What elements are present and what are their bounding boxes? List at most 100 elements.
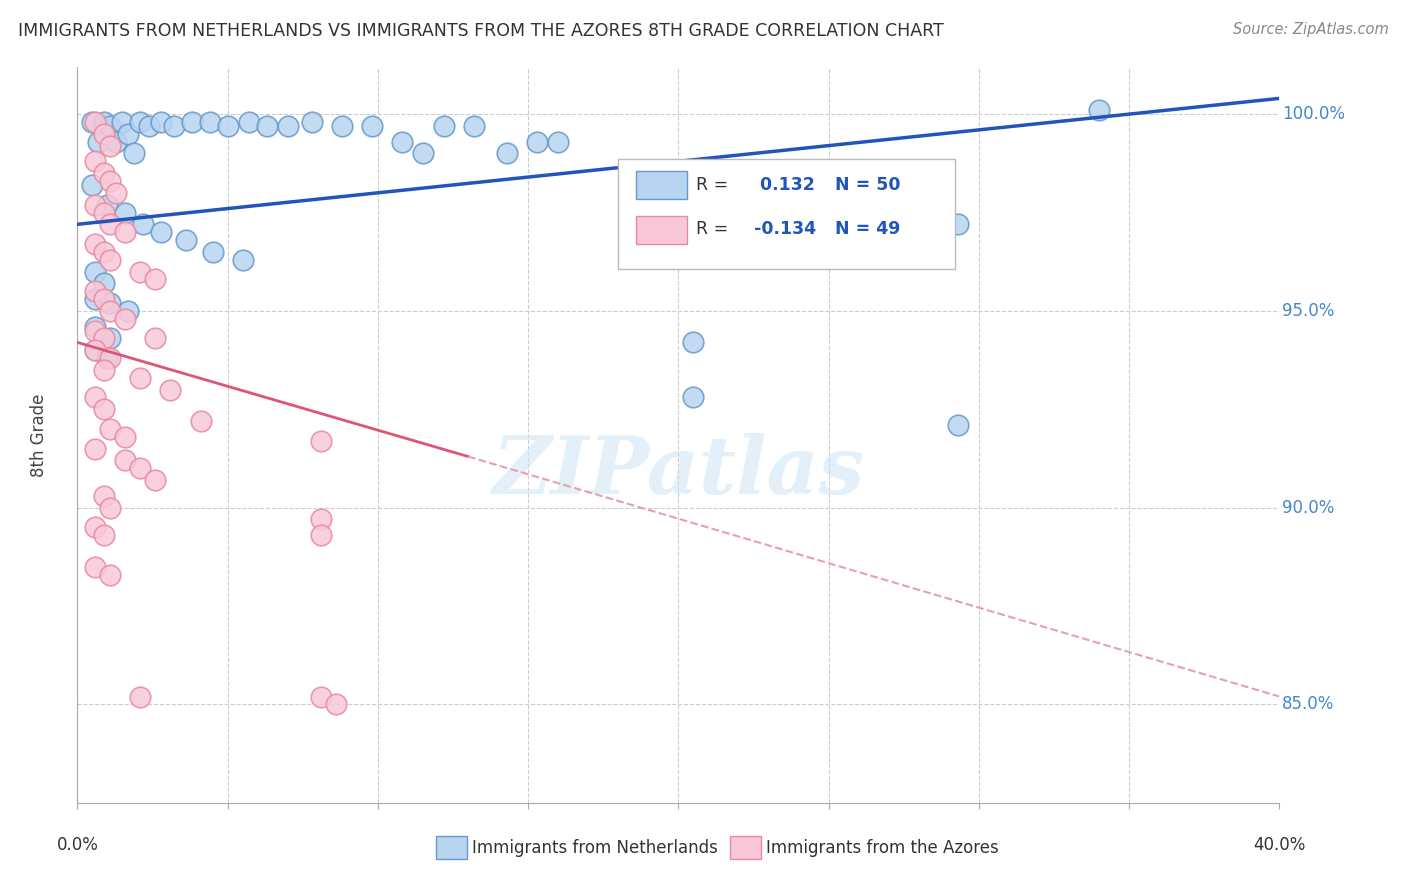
Text: 100.0%: 100.0%	[1282, 105, 1346, 123]
Text: 90.0%: 90.0%	[1282, 499, 1334, 516]
Point	[277, 119, 299, 133]
Point	[198, 115, 221, 129]
Point	[217, 119, 239, 133]
Point	[100, 331, 122, 345]
Point	[132, 217, 155, 231]
Point	[93, 115, 115, 129]
Point	[96, 351, 118, 365]
Point	[100, 217, 122, 231]
Point	[93, 331, 115, 345]
Point	[84, 292, 107, 306]
Text: Immigrants from the Azores: Immigrants from the Azores	[766, 838, 998, 856]
Text: 40.0%: 40.0%	[1253, 836, 1306, 854]
Point	[84, 520, 107, 534]
Point	[84, 324, 107, 338]
Text: -0.134: -0.134	[754, 219, 817, 238]
Point	[309, 512, 332, 526]
Point	[114, 430, 136, 444]
Point	[325, 698, 347, 712]
Point	[100, 422, 122, 436]
FancyBboxPatch shape	[436, 836, 467, 860]
Point	[150, 225, 173, 239]
Point	[100, 304, 122, 318]
Point	[114, 453, 136, 467]
Point	[129, 264, 152, 278]
Point	[391, 135, 413, 149]
Point	[412, 146, 434, 161]
Text: 95.0%: 95.0%	[1282, 301, 1334, 320]
Text: IMMIGRANTS FROM NETHERLANDS VS IMMIGRANTS FROM THE AZORES 8TH GRADE CORRELATION : IMMIGRANTS FROM NETHERLANDS VS IMMIGRANT…	[18, 22, 943, 40]
Point	[159, 383, 181, 397]
Point	[547, 135, 569, 149]
Point	[682, 335, 704, 350]
Point	[232, 252, 254, 267]
Point	[93, 402, 115, 417]
Point	[309, 690, 332, 704]
Point	[100, 567, 122, 582]
Point	[124, 146, 146, 161]
Point	[256, 119, 278, 133]
Point	[84, 237, 107, 252]
Point	[105, 135, 128, 149]
Point	[526, 135, 548, 149]
Point	[138, 119, 160, 133]
Text: 0.132: 0.132	[754, 176, 815, 194]
Point	[309, 434, 332, 448]
Point	[150, 115, 173, 129]
Point	[1088, 103, 1111, 118]
Point	[93, 277, 115, 291]
Point	[433, 119, 456, 133]
Point	[84, 264, 107, 278]
Point	[84, 442, 107, 456]
Point	[100, 174, 122, 188]
Point	[114, 225, 136, 239]
Point	[93, 127, 115, 141]
Point	[301, 115, 323, 129]
Point	[84, 154, 107, 169]
Point	[100, 296, 122, 310]
Point	[190, 414, 212, 428]
Point	[946, 417, 969, 432]
Text: 0.0%: 0.0%	[56, 836, 98, 854]
Point	[117, 127, 139, 141]
Point	[145, 473, 167, 487]
Point	[84, 319, 107, 334]
Point	[100, 500, 122, 515]
Text: R =: R =	[696, 176, 734, 194]
Point	[100, 119, 122, 133]
Point	[309, 528, 332, 542]
Point	[946, 217, 969, 231]
Point	[84, 391, 107, 405]
FancyBboxPatch shape	[637, 216, 686, 244]
Point	[84, 559, 107, 574]
Point	[84, 343, 107, 358]
Text: Immigrants from Netherlands: Immigrants from Netherlands	[471, 838, 717, 856]
Point	[84, 197, 107, 211]
Point	[360, 119, 382, 133]
Point	[100, 252, 122, 267]
Point	[84, 343, 107, 358]
FancyBboxPatch shape	[730, 836, 761, 860]
Text: ZIPatlas: ZIPatlas	[492, 433, 865, 510]
Point	[463, 119, 485, 133]
Point	[105, 186, 128, 200]
Point	[238, 115, 260, 129]
Point	[129, 371, 152, 385]
Point	[84, 115, 107, 129]
Point	[93, 292, 115, 306]
Point	[162, 119, 184, 133]
Point	[330, 119, 353, 133]
Point	[145, 272, 167, 286]
Point	[93, 244, 115, 259]
Point	[129, 115, 152, 129]
Point	[87, 135, 110, 149]
Point	[114, 205, 136, 219]
Point	[93, 528, 115, 542]
Point	[114, 311, 136, 326]
Text: 85.0%: 85.0%	[1282, 696, 1334, 714]
Point	[180, 115, 202, 129]
Point	[174, 233, 197, 247]
FancyBboxPatch shape	[637, 171, 686, 200]
Point	[93, 363, 115, 377]
Point	[129, 461, 152, 475]
